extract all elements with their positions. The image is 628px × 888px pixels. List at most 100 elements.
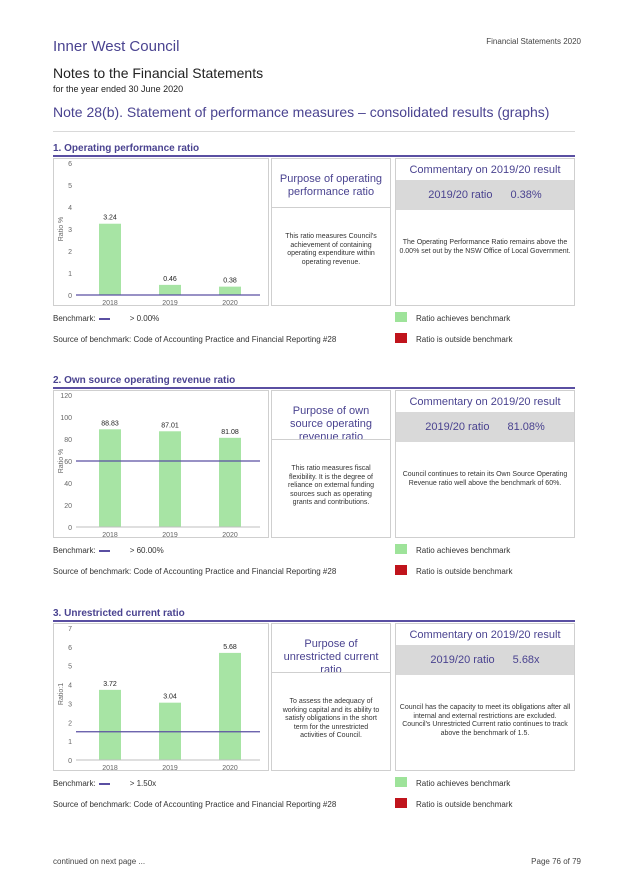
purpose-text: This ratio measures Council's achievemen…: [285, 233, 377, 266]
council-name: Inner West Council: [53, 38, 180, 55]
ratio-panel: 2019/20 ratio 5.68x: [396, 645, 574, 675]
bar: [99, 689, 121, 760]
commentary-title: Commentary on 2019/20 result: [409, 396, 561, 408]
bar-value-label: 3.72: [103, 681, 117, 688]
benchmark-value: > 1.50x: [129, 779, 157, 788]
unrestricted-current-chart: 0 1 2 3 4 5 6 7 Ratio:1 3.72 2018 3.04 2019 5.68 2020: [58, 626, 260, 772]
commentary-text: The Operating Performance Ratio remains …: [399, 239, 571, 255]
y-tick-label: 5: [68, 664, 72, 671]
y-tick-label: 6: [68, 645, 72, 652]
bar: [99, 429, 121, 527]
benchmark-line-key: [98, 549, 110, 552]
section-title: 3. Unrestricted current ratio: [53, 608, 185, 619]
bar-value-label: 88.83: [101, 420, 119, 427]
bar-value-label: 81.08: [221, 429, 239, 436]
own-source-revenue-chart: 0 20 40 60 80 100 120 Ratio % 88.83 2018 87.01 2019…: [58, 393, 260, 539]
commentary-title: Commentary on 2019/20 result: [409, 164, 561, 176]
section-title: 1. Operating performance ratio: [53, 143, 200, 154]
note-heading: Note 28(b). Statement of performance mea…: [53, 104, 550, 120]
legend-label: Ratio is outside benchmark: [416, 800, 513, 809]
y-tick-label: 4: [68, 205, 72, 212]
y-tick-label: 40: [64, 481, 72, 488]
x-tick-label: 2018: [102, 532, 118, 539]
ratio-value: 81.08%: [507, 421, 545, 433]
legend-swatch-red: [395, 565, 407, 575]
y-tick-label: 60: [64, 459, 72, 466]
operating-performance-chart: 0 1 2 3 4 5 6 Ratio % 3.24 2018 0.46 2019 0.38 2020: [58, 161, 260, 307]
commentary-text: Council has the capacity to meet its obl…: [399, 704, 571, 737]
ratio-label: 2019/20 ratio: [430, 654, 495, 666]
benchmark-source: Source of benchmark: Code of Accounting …: [53, 800, 337, 809]
y-tick-label: 2: [68, 720, 72, 727]
x-tick-label: 2018: [102, 300, 118, 307]
purpose-divider: [272, 439, 390, 440]
bar: [159, 284, 181, 295]
legend-label: Ratio achieves benchmark: [416, 546, 511, 555]
legend-label: Ratio achieves benchmark: [416, 314, 511, 323]
benchmark-label: Benchmark:: [53, 779, 96, 788]
chart-box: 0 1 2 3 4 5 6 7 Ratio:1 3.72 2018 3.04 2019 5.68 2020: [53, 623, 269, 772]
ratio-value: 0.38%: [510, 189, 542, 201]
commentary-title: Commentary on 2019/20 result: [409, 629, 561, 641]
bar: [159, 431, 181, 527]
bar-value-label: 3.24: [103, 215, 117, 222]
x-tick-label: 2019: [162, 765, 178, 772]
report-label: Financial Statements 2020: [486, 37, 581, 46]
bar: [219, 437, 241, 527]
purpose-divider: [272, 672, 390, 673]
section-unrestricted-current: 3. Unrestricted current ratio 0 1 2 3 4 5 6 7 Ra…: [53, 608, 575, 836]
bar-value-label: 5.68: [223, 644, 237, 651]
commentary-box: Commentary on 2019/20 result 2019/20 rat…: [395, 390, 575, 538]
benchmark-line-key: [98, 782, 110, 785]
x-tick-label: 2019: [162, 300, 178, 307]
commentary-box: Commentary on 2019/20 result 2019/20 rat…: [395, 158, 575, 306]
benchmark-source: Source of benchmark: Code of Accounting …: [53, 335, 337, 344]
y-tick-label: 2: [68, 249, 72, 256]
section-divider: [53, 155, 575, 157]
purpose-divider: [272, 207, 390, 208]
purpose-box: Purpose of own source operating revenue …: [271, 390, 391, 538]
notes-title: Notes to the Financial Statements: [53, 65, 264, 81]
purpose-title: Purpose of unrestricted current ratio: [283, 638, 379, 676]
x-tick-label: 2018: [102, 765, 118, 772]
legend-swatch-green: [395, 312, 407, 322]
benchmark-row: Benchmark: > 1.50x: [53, 779, 156, 788]
y-tick-label: 3: [68, 227, 72, 234]
purpose-text: To assess the adequacy of working capita…: [282, 698, 380, 739]
x-tick-label: 2020: [222, 532, 238, 539]
y-tick-label: 3: [68, 701, 72, 708]
legend-swatch-red: [395, 333, 407, 343]
y-tick-label: 1: [68, 739, 72, 746]
purpose-box: Purpose of unrestricted current ratio To…: [271, 623, 391, 771]
benchmark-row: Benchmark: > 0.00%: [53, 314, 159, 323]
bar-value-label: 0.46: [163, 276, 177, 283]
y-tick-label: 0: [68, 758, 72, 765]
benchmark-row: Benchmark: > 60.00%: [53, 546, 164, 555]
y-tick-label: 5: [68, 183, 72, 190]
y-axis-label: Ratio %: [58, 449, 65, 474]
y-tick-label: 0: [68, 293, 72, 300]
benchmark-value: > 0.00%: [129, 314, 160, 323]
legend-swatch-red: [395, 798, 407, 808]
y-axis-label: Ratio %: [58, 217, 65, 242]
purpose-text: This ratio measures fiscal flexibility. …: [287, 465, 374, 506]
bar-value-label: 3.04: [163, 694, 177, 701]
bar: [219, 652, 241, 760]
benchmark-line-key: [98, 317, 110, 320]
ratio-value: 5.68x: [512, 654, 540, 666]
y-tick-label: 6: [68, 161, 72, 168]
y-tick-label: 20: [64, 503, 72, 510]
x-tick-label: 2020: [222, 765, 238, 772]
chart-box: 0 1 2 3 4 5 6 Ratio % 3.24 2018 0.46 2019 0.38 2020: [53, 158, 269, 307]
x-tick-label: 2020: [222, 300, 238, 307]
heading-divider: [53, 131, 575, 132]
section-own-source-revenue: 2. Own source operating revenue ratio 0 2…: [53, 375, 575, 603]
notes-subtitle: for the year ended 30 June 2020: [53, 84, 184, 94]
ratio-label: 2019/20 ratio: [428, 189, 493, 201]
commentary-box: Commentary on 2019/20 result 2019/20 rat…: [395, 623, 575, 771]
legend-label: Ratio achieves benchmark: [416, 779, 511, 788]
y-tick-label: 100: [60, 415, 72, 422]
benchmark-label: Benchmark:: [53, 546, 96, 555]
y-tick-label: 4: [68, 683, 72, 690]
legend-swatch-green: [395, 777, 407, 787]
